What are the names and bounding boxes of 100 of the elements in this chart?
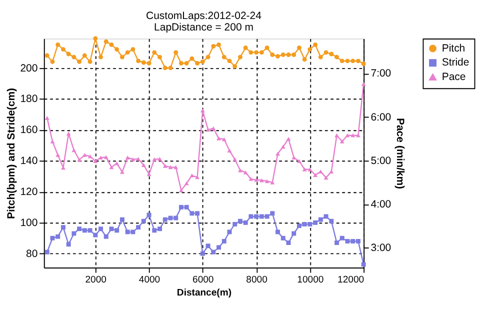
x-tick-label: 12000 bbox=[338, 274, 364, 286]
point bbox=[136, 156, 141, 161]
x-axis-title: Distance(m) bbox=[176, 288, 232, 299]
point bbox=[216, 42, 221, 47]
point bbox=[152, 157, 157, 162]
y2-tick-label: 7:00 bbox=[370, 68, 392, 80]
y2-tick-label: 5:00 bbox=[370, 156, 392, 167]
point bbox=[72, 231, 76, 236]
point bbox=[93, 36, 98, 41]
point bbox=[361, 82, 366, 86]
point bbox=[238, 54, 242, 60]
point bbox=[195, 211, 200, 216]
point bbox=[109, 226, 114, 232]
point bbox=[206, 244, 210, 248]
chart-title: CustomLaps:2012-02-24 bbox=[146, 11, 262, 22]
point bbox=[248, 214, 254, 219]
point bbox=[158, 54, 162, 60]
point bbox=[259, 50, 264, 55]
point bbox=[174, 165, 178, 170]
point bbox=[178, 204, 184, 210]
point bbox=[340, 236, 344, 240]
point bbox=[158, 226, 162, 232]
point bbox=[82, 228, 87, 233]
point bbox=[211, 126, 216, 130]
x-tick-label: 4000 bbox=[138, 274, 160, 286]
point bbox=[200, 59, 205, 64]
point bbox=[174, 216, 178, 220]
point bbox=[302, 167, 307, 172]
point bbox=[104, 155, 108, 160]
x-tick-label: 6000 bbox=[192, 274, 214, 286]
y-tick-label: 80 bbox=[26, 248, 38, 260]
point bbox=[82, 53, 87, 58]
point bbox=[44, 250, 50, 254]
legend-label: Pitch bbox=[442, 43, 466, 54]
point bbox=[292, 52, 296, 57]
point bbox=[222, 54, 226, 60]
point bbox=[334, 133, 339, 138]
point bbox=[280, 52, 286, 57]
point bbox=[286, 240, 291, 246]
point bbox=[168, 165, 173, 170]
point bbox=[168, 216, 173, 220]
point bbox=[292, 231, 296, 236]
point bbox=[302, 57, 307, 62]
point bbox=[152, 50, 157, 55]
point bbox=[146, 61, 152, 66]
point bbox=[361, 262, 366, 267]
y-tick-label: 160 bbox=[20, 125, 38, 136]
point bbox=[313, 173, 318, 177]
point bbox=[44, 116, 50, 120]
point bbox=[146, 212, 152, 218]
point bbox=[296, 159, 302, 164]
point bbox=[190, 211, 194, 216]
point bbox=[296, 224, 302, 228]
point bbox=[308, 47, 312, 52]
point bbox=[248, 177, 254, 181]
point bbox=[232, 222, 238, 226]
point bbox=[125, 156, 130, 160]
y2-tick-label: 6:00 bbox=[370, 112, 392, 124]
point bbox=[264, 46, 270, 50]
point bbox=[329, 52, 334, 56]
point bbox=[270, 52, 275, 57]
point bbox=[350, 133, 356, 138]
point bbox=[296, 46, 302, 50]
point bbox=[44, 53, 50, 58]
point bbox=[77, 226, 82, 232]
point bbox=[211, 250, 216, 254]
y-tick-label: 140 bbox=[20, 156, 38, 168]
y2-tick-label: 3:00 bbox=[370, 243, 392, 254]
point bbox=[232, 64, 238, 69]
point bbox=[308, 167, 312, 172]
point bbox=[324, 50, 328, 55]
point bbox=[276, 54, 280, 59]
point bbox=[60, 47, 66, 52]
point bbox=[216, 136, 221, 140]
point bbox=[190, 174, 194, 178]
point bbox=[50, 59, 55, 64]
point bbox=[350, 58, 356, 64]
point bbox=[340, 140, 344, 144]
point bbox=[120, 170, 124, 174]
point bbox=[98, 226, 103, 232]
point bbox=[93, 232, 98, 238]
point bbox=[318, 217, 323, 222]
point bbox=[168, 66, 173, 70]
point bbox=[340, 58, 344, 64]
point bbox=[162, 66, 168, 70]
point bbox=[356, 238, 360, 244]
point bbox=[174, 50, 178, 55]
point bbox=[184, 204, 189, 210]
point bbox=[243, 170, 248, 174]
point bbox=[136, 225, 141, 230]
point bbox=[329, 218, 334, 224]
point bbox=[60, 225, 66, 230]
point bbox=[190, 56, 194, 61]
point bbox=[270, 211, 275, 216]
legend-label: Pace bbox=[442, 72, 466, 84]
y-tick-label: 200 bbox=[20, 63, 38, 74]
point bbox=[184, 61, 189, 66]
y2-axis-title: Pace (min/km) bbox=[394, 118, 405, 190]
point bbox=[200, 251, 205, 256]
point bbox=[227, 148, 232, 153]
